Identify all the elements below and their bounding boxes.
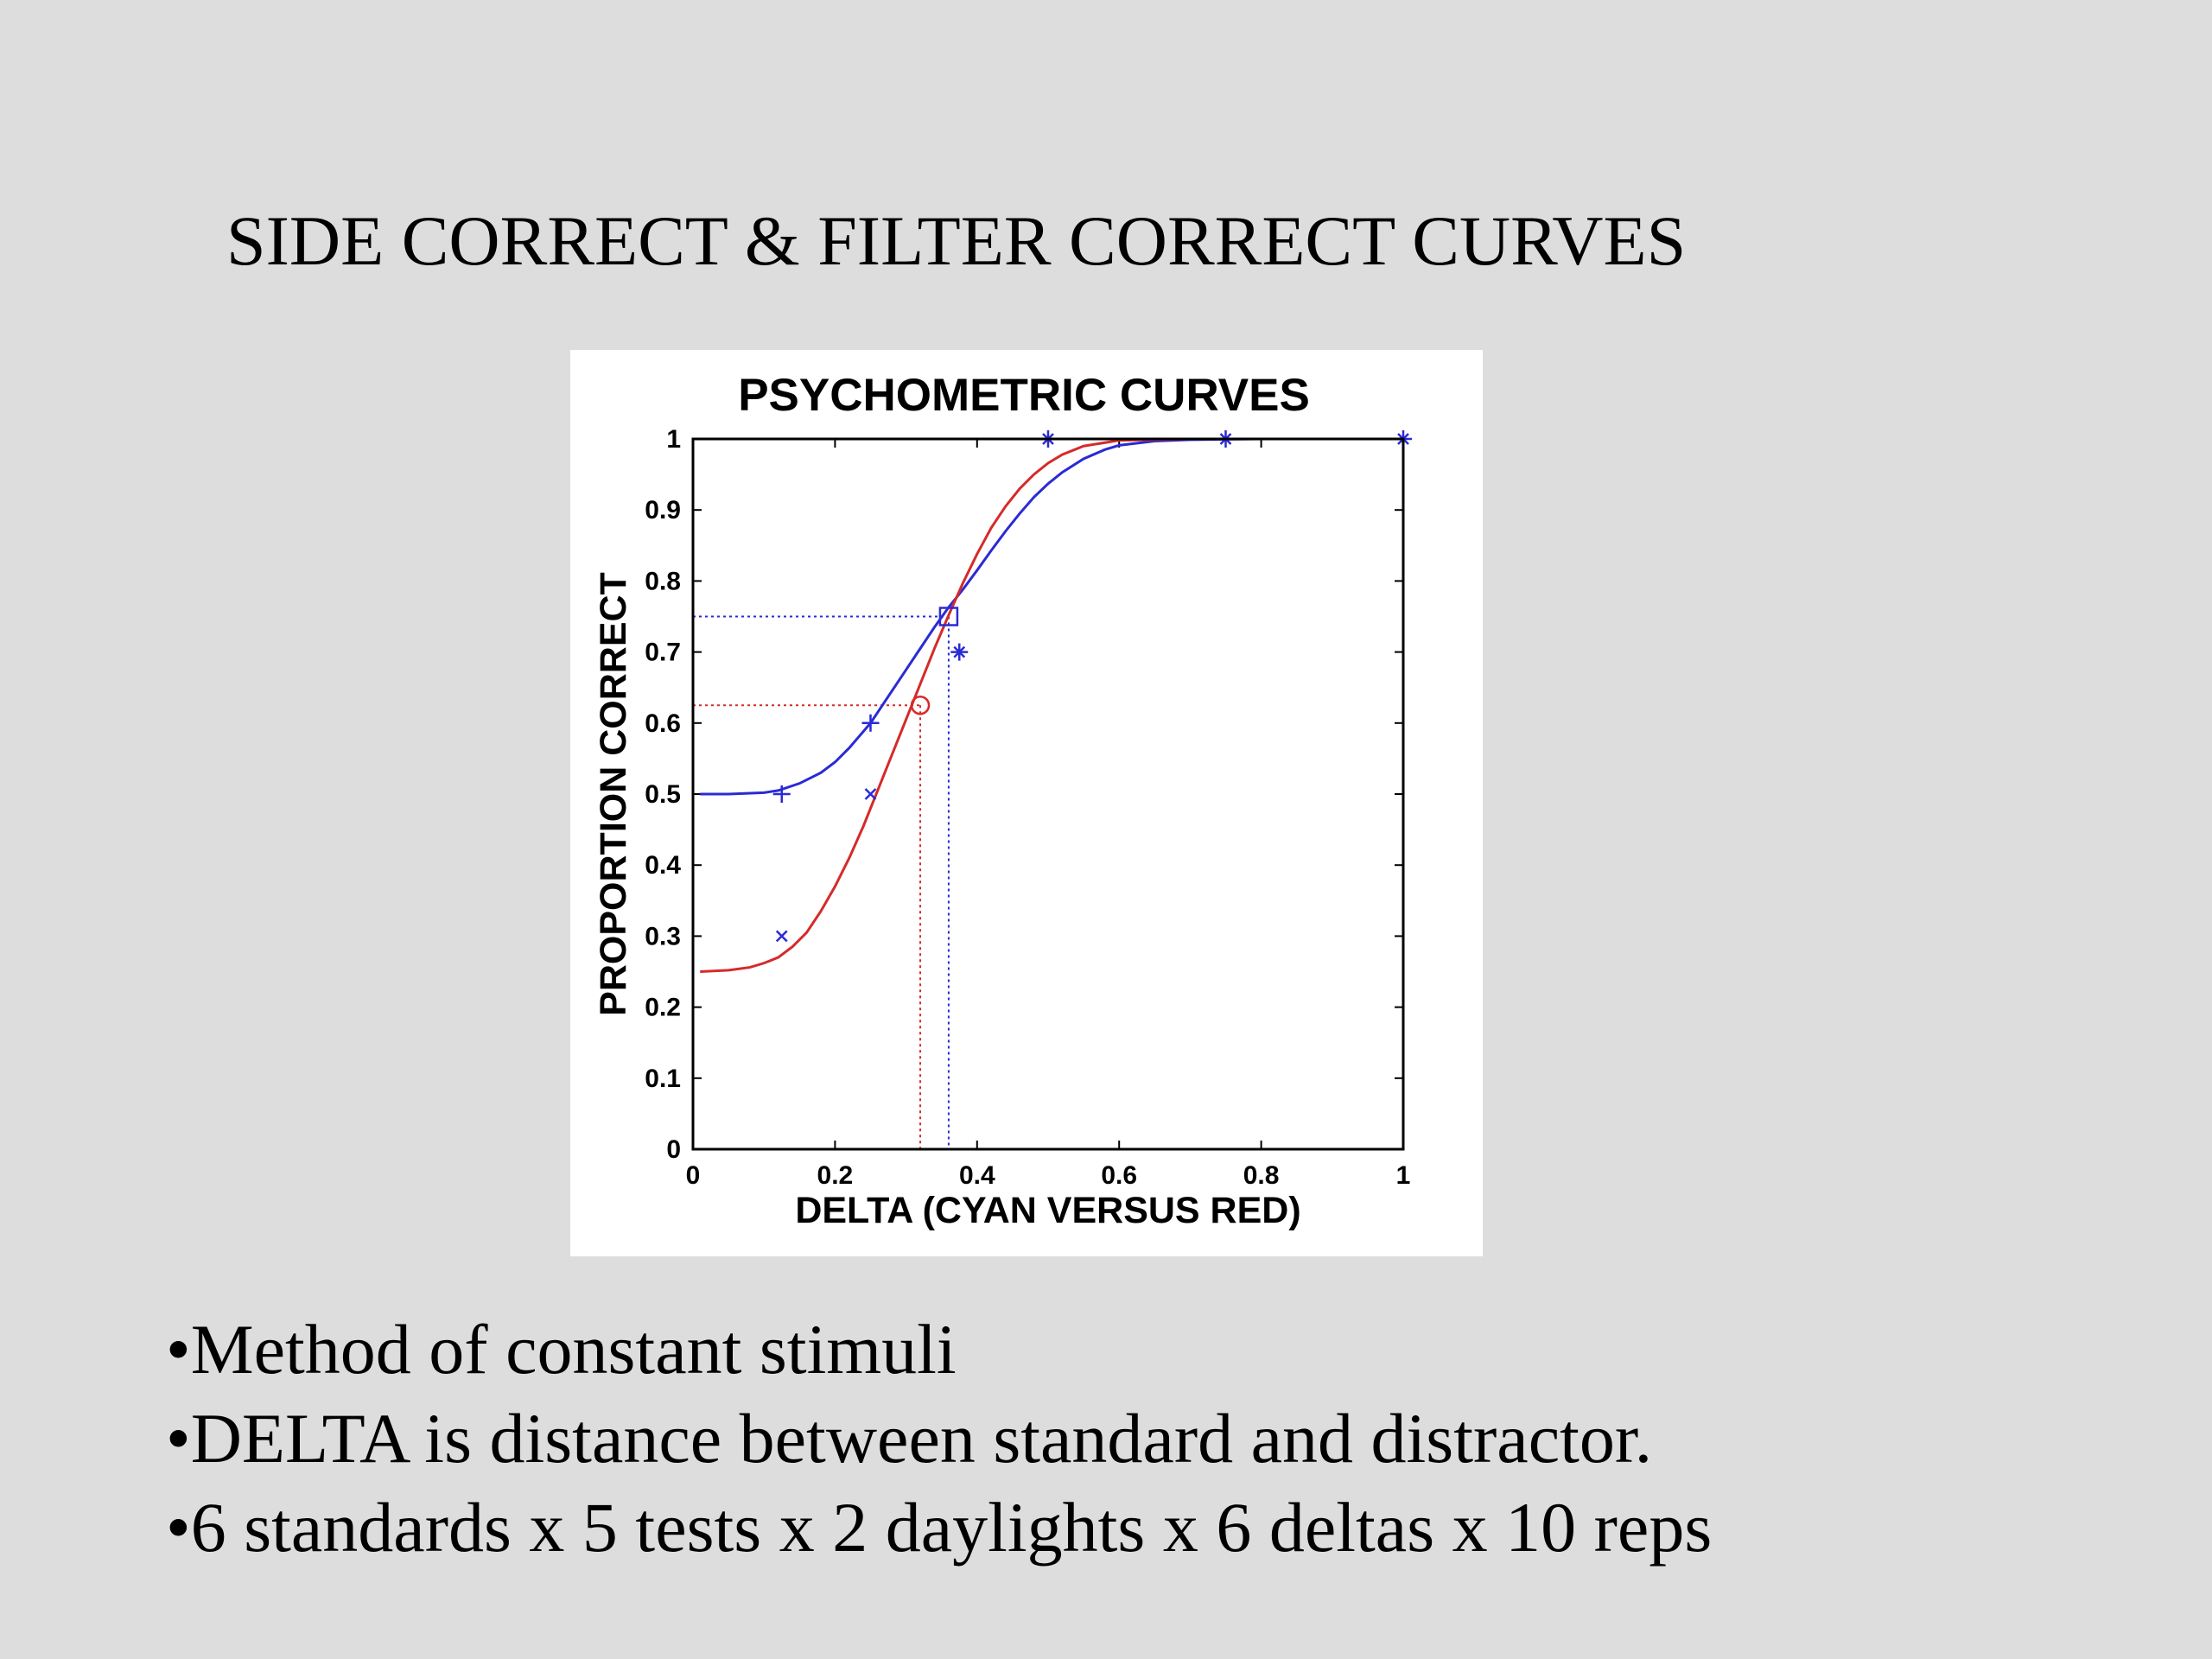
x-tick-label: 0.8 xyxy=(1243,1161,1280,1190)
y-tick-label: 0.7 xyxy=(645,639,681,667)
data-point-x xyxy=(775,930,788,943)
bullet-list: •Method of constant stimuli •DELTA is di… xyxy=(166,1305,1712,1572)
data-point-x xyxy=(953,645,966,658)
threshold-circle-marker xyxy=(910,696,931,715)
chart-title: PSYCHOMETRIC CURVES xyxy=(738,370,1310,421)
y-tick-label: 0.5 xyxy=(645,780,681,809)
threshold-guides xyxy=(693,615,950,1149)
slide-title: SIDE CORRECT & FILTER CORRECT CURVES xyxy=(226,201,1687,280)
y-tick-label: 0.9 xyxy=(645,496,681,524)
data-point-x xyxy=(864,788,877,800)
chart-figure: PSYCHOMETRIC CURVES 0 0.2 0.4 0.6 0.8 1 0 0.1 0.… xyxy=(570,350,1483,1256)
y-tick-label: 0.3 xyxy=(645,922,681,950)
data-point-plus xyxy=(861,714,880,732)
y-tick-label: 0 xyxy=(666,1135,681,1164)
x-tick-label: 0.6 xyxy=(1101,1161,1137,1190)
x-tick-label: 0.2 xyxy=(817,1161,854,1190)
threshold-square-marker xyxy=(938,607,959,626)
y-tick-label: 0.4 xyxy=(645,851,681,880)
x-tick-label: 1 xyxy=(1396,1161,1411,1190)
psychometric-curve xyxy=(700,437,1403,973)
psychometric-curve xyxy=(700,437,1403,796)
plot-frame xyxy=(691,437,1405,1151)
bullet-item: •Method of constant stimuli xyxy=(166,1310,957,1389)
chart-markers xyxy=(772,430,1412,943)
y-tick-label: 0.6 xyxy=(645,709,681,738)
bullet-item: •6 standards x 5 tests x 2 daylights x 6… xyxy=(166,1488,1713,1567)
y-tick-label: 0.8 xyxy=(645,567,681,595)
y-axis-label: PROPORTION CORRECT xyxy=(593,572,634,1016)
chart-series xyxy=(700,437,1403,973)
axis-ticks: 0 0.2 0.4 0.6 0.8 1 0 0.1 0.2 0.3 0.4 0.5 0.6 0.7 0.8 0… xyxy=(645,425,1410,1190)
x-tick-label: 0.4 xyxy=(959,1161,995,1190)
y-tick-label: 0.1 xyxy=(645,1065,681,1093)
bullet-item: •DELTA is distance between standard and … xyxy=(166,1399,1653,1478)
data-point-plus xyxy=(772,785,791,803)
y-tick-label: 1 xyxy=(666,425,681,454)
x-tick-label: 0 xyxy=(686,1161,701,1190)
psychometric-chart: PSYCHOMETRIC CURVES 0 0.2 0.4 0.6 0.8 1 0 0.1 0.… xyxy=(593,370,1412,1231)
x-axis-label: DELTA (CYAN VERSUS RED) xyxy=(795,1190,1300,1231)
y-tick-label: 0.2 xyxy=(645,994,681,1022)
